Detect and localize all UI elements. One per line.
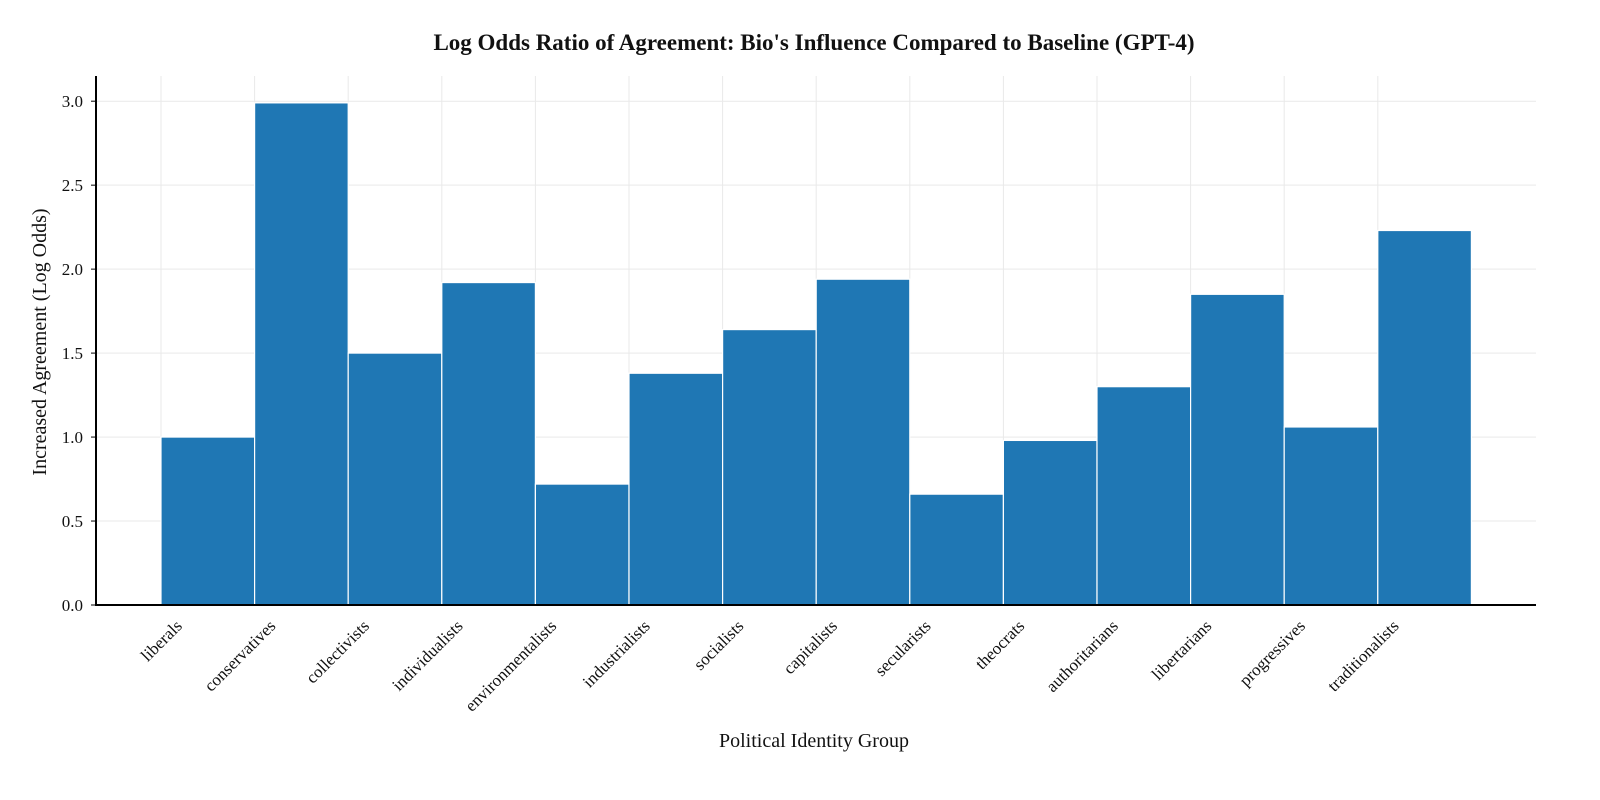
bar-authoritarians — [1096, 386, 1192, 606]
y-tick-label: 2.0 — [62, 260, 83, 279]
x-tick-label: environmentalists — [461, 616, 560, 715]
bar-conservatives — [254, 102, 349, 606]
y-tick-label: 3.0 — [62, 92, 83, 111]
bar-progressives — [1283, 426, 1379, 606]
x-tick-label: capitalists — [780, 616, 842, 678]
x-tick-label: libertarians — [1148, 616, 1216, 684]
x-tick-label: authoritarians — [1042, 616, 1122, 696]
chart-title: Log Odds Ratio of Agreement: Bio's Influ… — [433, 30, 1194, 55]
x-tick-label: individualists — [388, 616, 466, 694]
bar-secularists — [909, 493, 1004, 606]
x-tick-label: traditionalists — [1324, 616, 1403, 695]
x-tick-label: theocrats — [971, 616, 1028, 673]
bar-liberals — [160, 436, 256, 606]
x-ticks: liberals conservatives collectivists indivi… — [137, 616, 1403, 715]
x-tick-label: industrialists — [579, 616, 654, 691]
x-tick-label: secularists — [871, 616, 935, 680]
bar-theocrats — [1002, 439, 1098, 606]
y-tick-label: 2.5 — [62, 176, 83, 195]
x-tick-label: collectivists — [302, 616, 373, 687]
bar-capitalists — [815, 278, 911, 606]
y-tick-label: 0.5 — [62, 512, 83, 531]
y-tick-label: 1.0 — [62, 428, 83, 447]
y-axis-label: Increased Agreement (Log Odds) — [29, 208, 51, 475]
x-tick-label: conservatives — [201, 616, 280, 695]
bar-socialists — [721, 328, 817, 606]
bar-environmentalists — [534, 483, 630, 606]
x-tick-label: liberals — [137, 616, 186, 665]
x-axis-label: Political Identity Group — [719, 730, 909, 752]
bars — [160, 102, 1473, 606]
bar-collectivists — [347, 352, 443, 606]
y-tick-label: 0.0 — [62, 596, 83, 615]
x-tick-label: socialists — [690, 616, 748, 674]
bar-libertarians — [1189, 293, 1285, 606]
y-ticks: 0.0 0.5 1.0 1.5 2.0 2.5 3.0 — [62, 92, 96, 615]
x-tick-label: progressives — [1236, 616, 1310, 690]
bar-individualists — [441, 281, 536, 606]
bar-traditionalists — [1377, 229, 1473, 606]
axes — [95, 76, 1536, 606]
bar-industrialists — [628, 372, 724, 606]
y-tick-label: 1.5 — [62, 344, 83, 363]
